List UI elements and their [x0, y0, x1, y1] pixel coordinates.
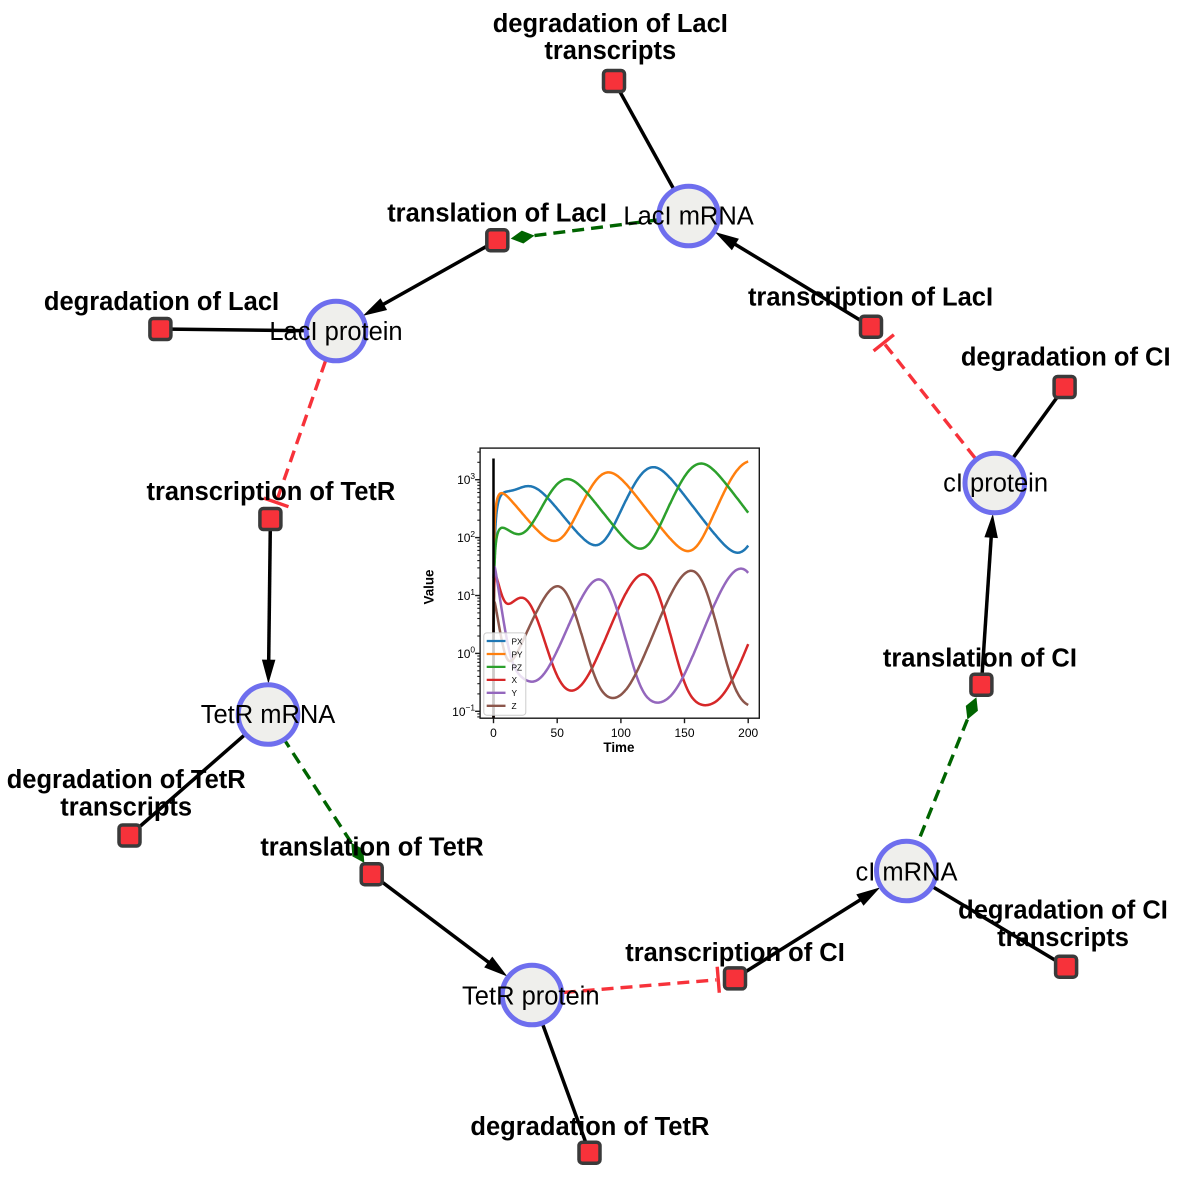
svg-text:degradation of TetR: degradation of TetR: [470, 1113, 709, 1141]
svg-text:Time: Time: [603, 740, 634, 755]
svg-text:transcription of TetR: transcription of TetR: [146, 478, 395, 506]
svg-text:translation of LacI: translation of LacI: [387, 200, 607, 228]
svg-text:TetR protein: TetR protein: [462, 983, 600, 1011]
svg-text:PX: PX: [512, 636, 524, 646]
svg-text:degradation of LacI: degradation of LacI: [44, 288, 279, 316]
svg-text:Z: Z: [512, 701, 517, 711]
svg-text:degradation of LacI: degradation of LacI: [493, 10, 728, 38]
svg-text:Value: Value: [422, 570, 437, 605]
svg-text:200: 200: [738, 726, 758, 740]
svg-text:TetR mRNA: TetR mRNA: [201, 701, 336, 729]
svg-text:transcription of CI: transcription of CI: [625, 939, 845, 967]
svg-text:100: 100: [611, 726, 631, 740]
svg-text:transcripts: transcripts: [544, 37, 676, 65]
svg-text:transcripts: transcripts: [60, 793, 192, 821]
svg-text:150: 150: [674, 726, 694, 740]
svg-text:50: 50: [551, 726, 565, 740]
svg-text:PZ: PZ: [512, 662, 523, 672]
svg-text:translation of TetR: translation of TetR: [260, 833, 483, 861]
svg-text:degradation of CI: degradation of CI: [961, 344, 1171, 372]
svg-text:cI protein: cI protein: [943, 470, 1048, 498]
svg-text:0: 0: [490, 726, 497, 740]
svg-text:transcription of LacI: transcription of LacI: [748, 284, 993, 312]
svg-text:X: X: [512, 675, 518, 685]
svg-text:LacI protein: LacI protein: [269, 318, 402, 346]
svg-text:Y: Y: [512, 688, 518, 698]
svg-text:LacI mRNA: LacI mRNA: [623, 203, 753, 231]
svg-text:transcripts: transcripts: [997, 924, 1129, 952]
svg-text:translation of CI: translation of CI: [883, 645, 1077, 673]
svg-text:degradation of TetR: degradation of TetR: [7, 766, 246, 794]
svg-text:PY: PY: [512, 649, 524, 659]
svg-text:degradation of CI: degradation of CI: [958, 897, 1168, 925]
svg-text:cI mRNA: cI mRNA: [856, 859, 958, 887]
